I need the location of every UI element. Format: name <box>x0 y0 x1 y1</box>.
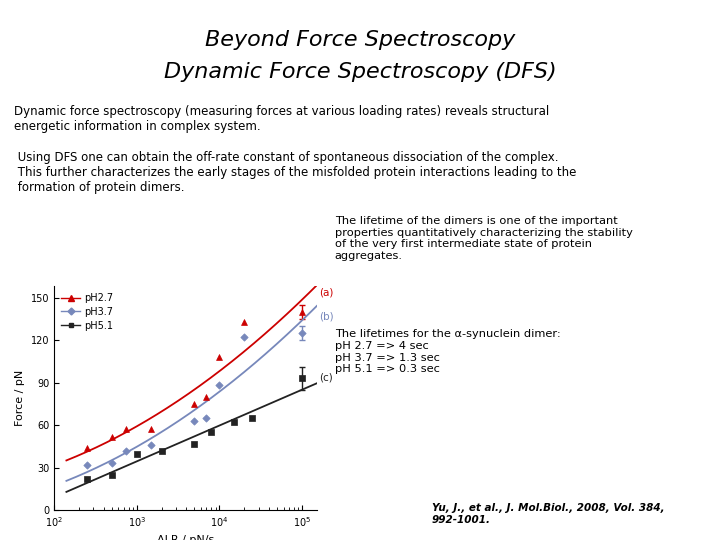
Point <box>296 329 307 338</box>
Point <box>189 400 200 408</box>
Text: (c): (c) <box>320 372 333 382</box>
Point <box>201 393 212 401</box>
Point <box>201 414 212 422</box>
Text: Beyond Force Spectroscopy: Beyond Force Spectroscopy <box>205 30 515 50</box>
Point <box>246 414 258 422</box>
Point <box>120 425 132 434</box>
Point <box>228 418 240 427</box>
Point <box>131 449 143 458</box>
Point <box>238 333 250 342</box>
Point <box>106 459 117 468</box>
Text: (a): (a) <box>320 287 334 297</box>
Point <box>81 475 93 483</box>
Text: Dynamic force spectroscopy (measuring forces at various loading rates) reveals s: Dynamic force spectroscopy (measuring fo… <box>14 105 549 133</box>
Point <box>189 417 200 426</box>
Point <box>296 374 307 383</box>
Point <box>120 447 132 455</box>
Text: The lifetime of the dimers is one of the important
properties quantitatively cha: The lifetime of the dimers is one of the… <box>335 216 633 261</box>
Point <box>81 443 93 452</box>
Point <box>81 461 93 469</box>
Point <box>106 432 117 441</box>
Legend: pH2.7, pH3.7, pH5.1: pH2.7, pH3.7, pH5.1 <box>59 291 115 333</box>
Y-axis label: Force / pN: Force / pN <box>15 370 25 427</box>
Point <box>106 470 117 479</box>
Point <box>238 318 250 326</box>
Text: The lifetimes for the α-synuclein dimer:
pH 2.7 => 4 sec
pH 3.7 => 1.3 sec
pH 5.: The lifetimes for the α-synuclein dimer:… <box>335 329 561 374</box>
Text: Using DFS one can obtain the off-rate constant of spontaneous dissociation of th: Using DFS one can obtain the off-rate co… <box>14 151 577 194</box>
Text: (b): (b) <box>320 312 334 322</box>
Point <box>145 441 157 449</box>
Point <box>189 440 200 448</box>
Text: Dynamic Force Spectroscopy (DFS): Dynamic Force Spectroscopy (DFS) <box>163 62 557 82</box>
Point <box>296 307 307 316</box>
Point <box>145 425 157 434</box>
Point <box>156 447 167 455</box>
Point <box>214 381 225 390</box>
Text: Yu, J., et al., J. Mol.Biol., 2008, Vol. 384,
992-1001.: Yu, J., et al., J. Mol.Biol., 2008, Vol.… <box>432 503 665 525</box>
Point <box>205 428 217 437</box>
X-axis label: ALR / pN/s: ALR / pN/s <box>157 535 214 540</box>
Point <box>214 353 225 361</box>
